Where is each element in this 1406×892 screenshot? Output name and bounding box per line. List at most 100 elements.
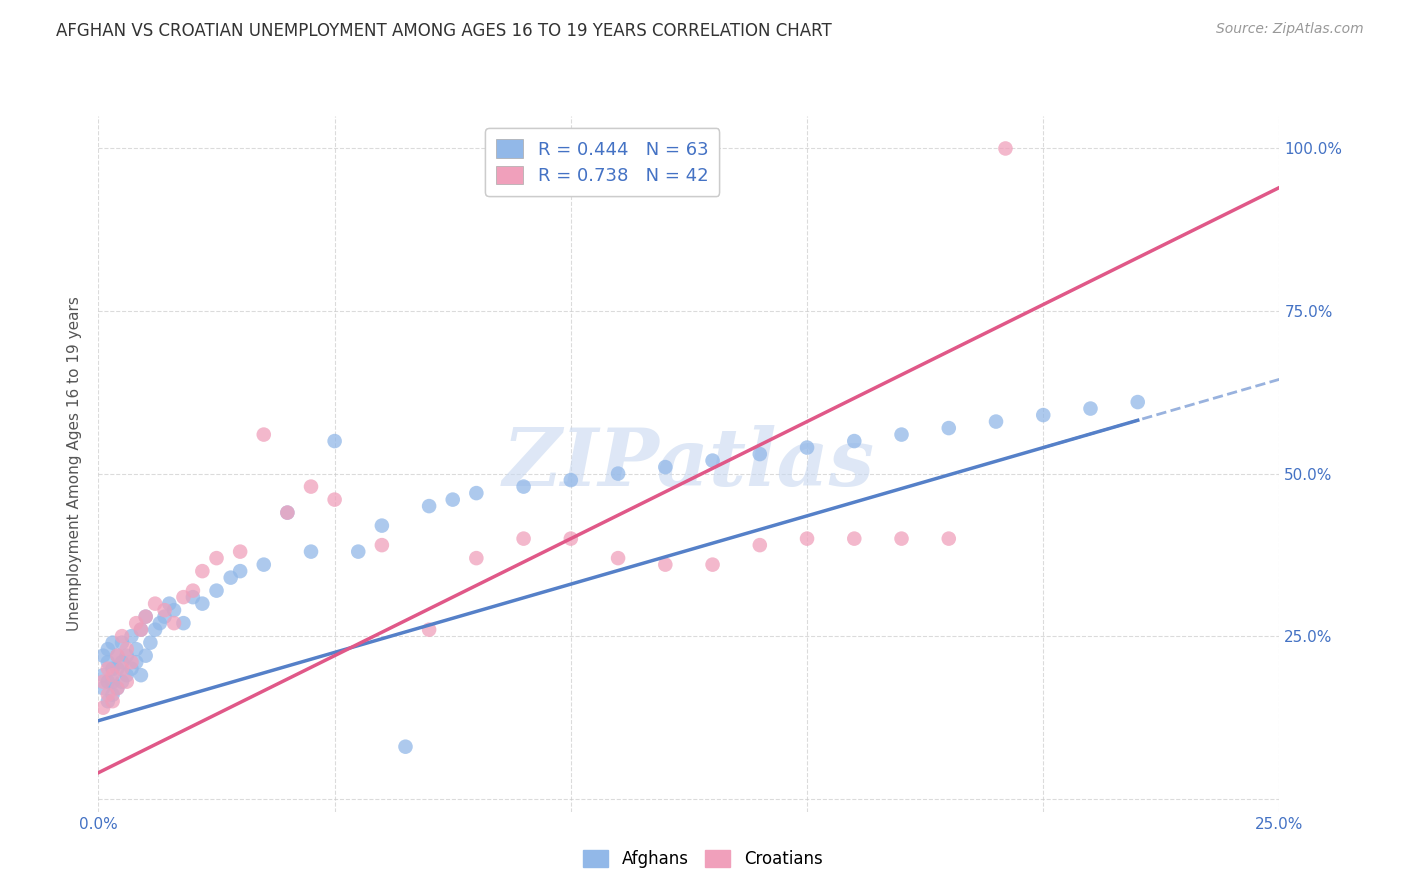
Point	[654, 460, 676, 475]
Point	[253, 558, 276, 572]
Point	[607, 551, 630, 566]
Point	[101, 688, 124, 702]
Point	[111, 662, 134, 676]
Point	[125, 642, 148, 657]
Point	[91, 700, 114, 714]
Point	[441, 492, 464, 507]
Point	[97, 655, 120, 669]
Point	[125, 655, 148, 669]
Point	[115, 642, 138, 657]
Point	[172, 616, 194, 631]
Point	[97, 694, 120, 708]
Point	[323, 434, 346, 448]
Point	[890, 427, 912, 442]
Point	[191, 564, 214, 578]
Point	[890, 532, 912, 546]
Point	[702, 453, 724, 467]
Point	[938, 532, 960, 546]
Point	[101, 674, 124, 689]
Y-axis label: Unemployment Among Ages 16 to 19 years: Unemployment Among Ages 16 to 19 years	[67, 296, 83, 632]
Point	[418, 623, 440, 637]
Point	[121, 662, 143, 676]
Point	[101, 635, 124, 649]
Point	[181, 583, 204, 598]
Point	[1080, 401, 1102, 416]
Point	[101, 662, 124, 676]
Point	[748, 538, 770, 552]
Point	[465, 486, 488, 500]
Point	[121, 629, 143, 643]
Point	[97, 662, 120, 676]
Point	[153, 609, 176, 624]
Point	[97, 688, 120, 702]
Point	[97, 642, 120, 657]
Point	[115, 668, 138, 682]
Point	[994, 141, 1017, 155]
Point	[607, 467, 630, 481]
Point	[172, 590, 194, 604]
Point	[157, 597, 180, 611]
Text: Source: ZipAtlas.com: Source: ZipAtlas.com	[1216, 22, 1364, 37]
Point	[111, 635, 134, 649]
Point	[97, 674, 120, 689]
Point	[163, 603, 186, 617]
Point	[115, 648, 138, 663]
Point	[153, 603, 176, 617]
Point	[347, 544, 370, 558]
Point	[101, 694, 124, 708]
Point	[105, 662, 128, 676]
Point	[560, 532, 582, 546]
Point	[143, 623, 166, 637]
Point	[465, 551, 488, 566]
Legend: Afghans, Croatians: Afghans, Croatians	[576, 843, 830, 875]
Point	[560, 473, 582, 487]
Point	[135, 648, 157, 663]
Point	[91, 681, 114, 695]
Point	[371, 538, 394, 552]
Point	[702, 558, 724, 572]
Point	[205, 583, 228, 598]
Point	[253, 427, 276, 442]
Point	[654, 558, 676, 572]
Point	[796, 532, 818, 546]
Point	[512, 532, 534, 546]
Point	[181, 590, 204, 604]
Point	[163, 616, 186, 631]
Point	[105, 648, 128, 663]
Point	[143, 597, 166, 611]
Point	[796, 441, 818, 455]
Point	[394, 739, 416, 754]
Point	[101, 668, 124, 682]
Point	[276, 506, 298, 520]
Point	[205, 551, 228, 566]
Point	[323, 492, 346, 507]
Point	[938, 421, 960, 435]
Point	[1126, 395, 1149, 409]
Point	[121, 655, 143, 669]
Point	[219, 571, 242, 585]
Legend: R = 0.444   N = 63, R = 0.738   N = 42: R = 0.444 N = 63, R = 0.738 N = 42	[485, 128, 720, 196]
Point	[125, 616, 148, 631]
Point	[129, 668, 152, 682]
Point	[129, 623, 152, 637]
Point	[115, 674, 138, 689]
Point	[129, 623, 152, 637]
Point	[229, 564, 252, 578]
Point	[748, 447, 770, 461]
Point	[135, 609, 157, 624]
Point	[105, 681, 128, 695]
Point	[91, 674, 114, 689]
Point	[844, 532, 866, 546]
Point	[91, 648, 114, 663]
Point	[91, 668, 114, 682]
Point	[299, 480, 322, 494]
Point	[139, 635, 162, 649]
Point	[111, 655, 134, 669]
Text: AFGHAN VS CROATIAN UNEMPLOYMENT AMONG AGES 16 TO 19 YEARS CORRELATION CHART: AFGHAN VS CROATIAN UNEMPLOYMENT AMONG AG…	[56, 22, 832, 40]
Point	[135, 609, 157, 624]
Point	[111, 629, 134, 643]
Point	[1032, 408, 1054, 422]
Point	[111, 674, 134, 689]
Point	[149, 616, 172, 631]
Point	[299, 544, 322, 558]
